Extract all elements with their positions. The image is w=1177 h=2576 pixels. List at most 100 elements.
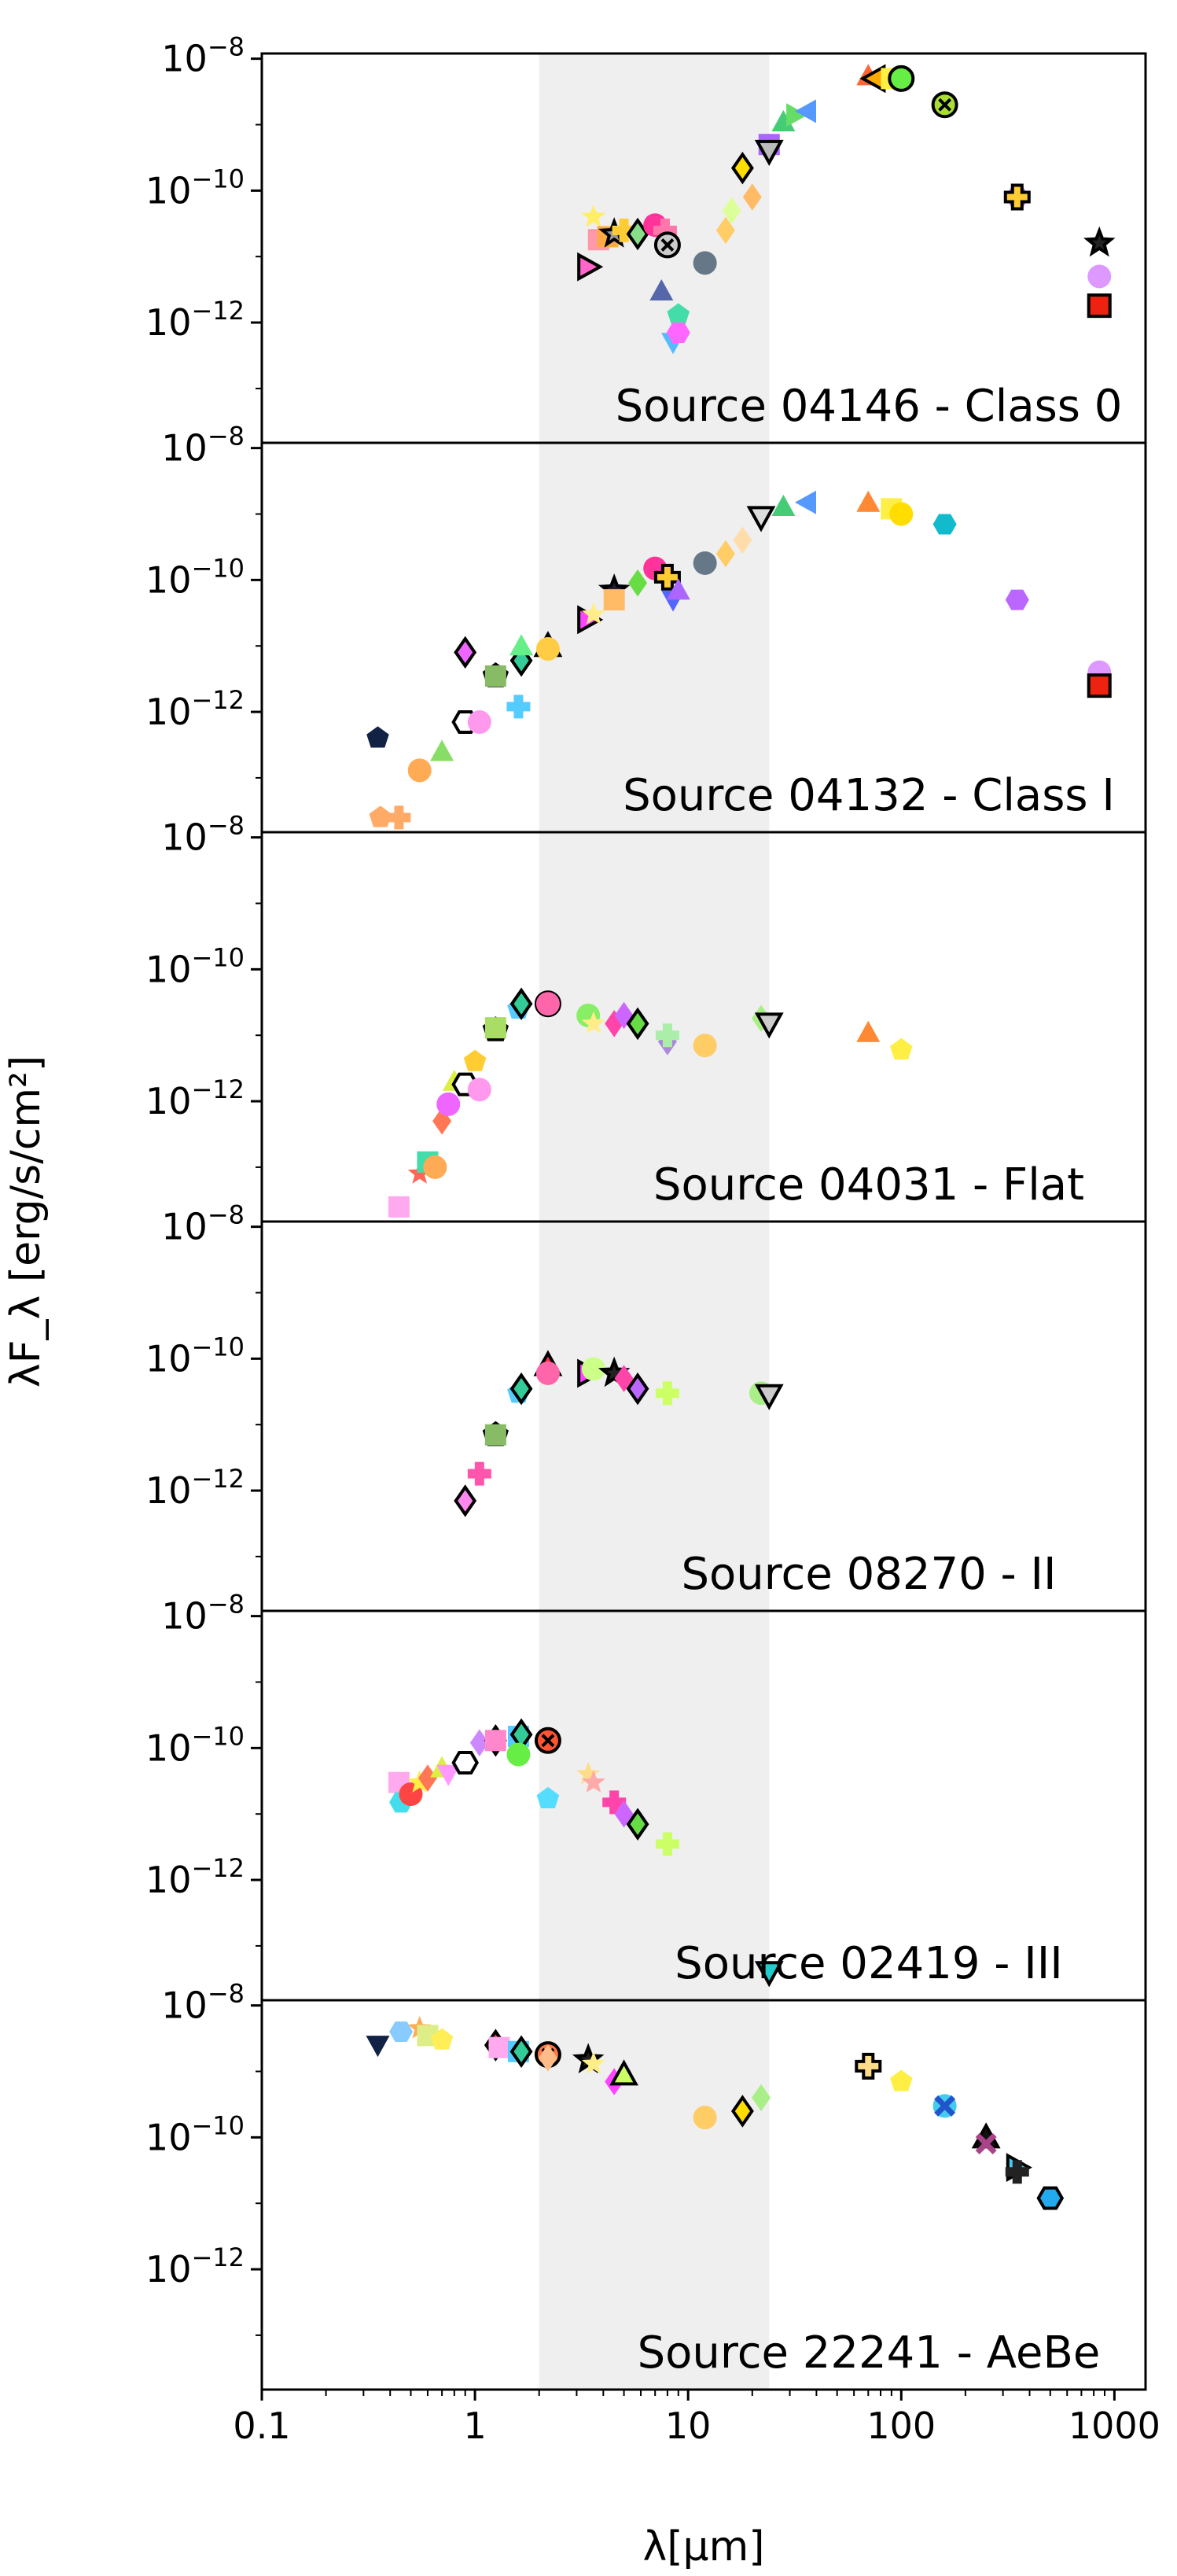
data-point [535, 1361, 560, 1385]
data-point [430, 739, 454, 761]
x-tick-label: 0.1 [233, 2405, 290, 2447]
data-point [576, 1761, 601, 1785]
data-point [653, 563, 681, 591]
panel-0-points [577, 64, 1116, 355]
data-point [1087, 293, 1112, 319]
y-tick-label: 10−10 [145, 1721, 245, 1769]
panel-label: Source 02419 - III [675, 1938, 1063, 1989]
data-point [366, 726, 389, 748]
data-point [454, 1484, 477, 1517]
data-point [730, 151, 754, 185]
data-point [488, 2036, 510, 2058]
data-point [407, 1770, 432, 1793]
data-point [888, 64, 915, 92]
panel-2-points [388, 987, 913, 1218]
panel-5-points [366, 2015, 1065, 2210]
panel-label-layer: Source 04146 - Class 0 Source 04132 - Cla… [616, 381, 1123, 2379]
panel-label: Source 04031 - Flat [653, 1159, 1084, 1211]
data-point [715, 216, 735, 245]
data-point [535, 637, 560, 662]
data-point [754, 1961, 784, 1988]
panel-label: Source 22241 - AeBe [638, 2327, 1101, 2379]
y-axis-title: λF_λ [erg/s/cm²] [2, 1056, 50, 1388]
data-point [534, 1727, 561, 1754]
data-point [506, 1742, 531, 1767]
data-point [467, 710, 491, 735]
data-point [649, 279, 674, 301]
data-point [1036, 2186, 1065, 2210]
data-point [603, 589, 625, 611]
y-tick-label: 10−10 [145, 553, 245, 601]
data-point [754, 1384, 784, 1410]
data-point [628, 569, 648, 597]
data-point [612, 218, 636, 242]
x-tick-layer: 0.1 1 10 100 1000 [233, 2390, 1160, 2447]
data-point [742, 183, 762, 211]
data-point [614, 1800, 634, 1828]
panel-label: Source 04146 - Class 0 [616, 381, 1123, 432]
data-point [389, 2021, 414, 2042]
data-point [1083, 226, 1116, 257]
data-point [666, 578, 690, 600]
data-point [602, 1790, 627, 1815]
panel-frame [260, 1999, 1147, 2391]
data-point [653, 218, 677, 242]
data-point [626, 1007, 649, 1041]
data-point [484, 1730, 506, 1752]
data-point [581, 1011, 605, 1034]
x-tick-label: 1000 [1068, 2405, 1160, 2447]
data-point [369, 805, 392, 827]
data-point [484, 1017, 506, 1039]
data-point [467, 1078, 491, 1102]
frame-layer [260, 52, 1147, 2391]
data-point [1005, 589, 1029, 610]
data-point [387, 805, 411, 830]
data-point [536, 1786, 560, 1809]
data-point [752, 2084, 771, 2112]
data-point [509, 1372, 533, 1406]
data-point [722, 197, 741, 224]
data-point [423, 1155, 447, 1179]
data-point [417, 1764, 437, 1792]
y-tick-label: 10−12 [145, 1074, 245, 1122]
data-point [667, 303, 690, 325]
data-point [693, 251, 717, 275]
y-tick-label: 10−10 [145, 1332, 245, 1380]
y-tick-label: 10−8 [161, 1590, 245, 1638]
data-point [786, 103, 808, 127]
data-point [975, 2132, 997, 2154]
data-point [890, 1037, 913, 1060]
data-point [693, 551, 717, 575]
panel-label: Source 04132 - Class I [623, 770, 1115, 821]
data-point [730, 2095, 754, 2128]
data-point [388, 1196, 410, 1218]
y-tick-label: 10−10 [145, 942, 245, 990]
panel-3-points [454, 1350, 784, 1517]
panel-label: Source 08270 - II [681, 1549, 1056, 1600]
x-tick-label: 100 [866, 2405, 936, 2447]
data-point [581, 602, 605, 625]
data-point [469, 1729, 489, 1756]
data-point [509, 987, 533, 1020]
data-point [771, 494, 796, 516]
data-point [856, 490, 881, 512]
data-point [666, 322, 690, 344]
data-point [407, 758, 432, 783]
data-point [653, 231, 681, 259]
y-tick-label: 10−8 [161, 1200, 245, 1248]
data-point [856, 1020, 881, 1042]
data-point [754, 139, 784, 166]
data-point [1087, 673, 1112, 698]
points-layer [366, 64, 1116, 2210]
y-tick-label: 10−8 [161, 811, 245, 859]
data-point [577, 252, 604, 282]
data-point [754, 1012, 784, 1039]
x-axis-title: λ[μm] [642, 2523, 764, 2570]
x-tick-label: 1 [463, 2405, 486, 2447]
data-point [538, 2044, 557, 2072]
data-point [467, 1461, 491, 1486]
data-point [430, 2028, 454, 2050]
data-point [890, 2069, 913, 2091]
data-point [535, 992, 560, 1016]
y-tick-label: 10−12 [145, 296, 245, 344]
